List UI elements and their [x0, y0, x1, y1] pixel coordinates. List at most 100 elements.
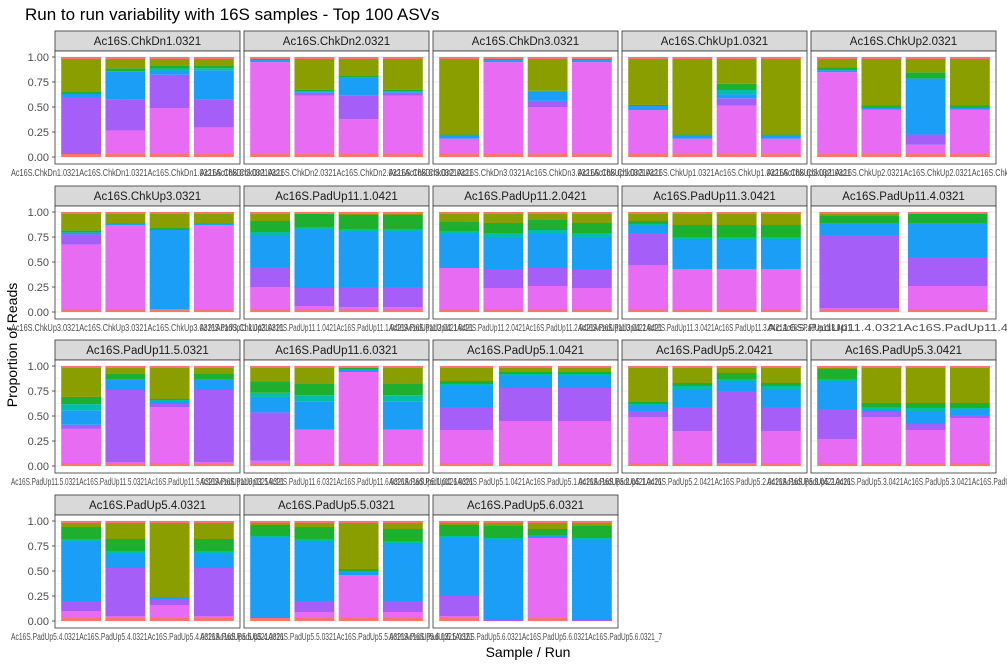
y-tick-label: 1.00 — [28, 52, 49, 64]
y-tick-label: 1.00 — [28, 361, 49, 373]
y-tick-label: 0.25 — [28, 436, 49, 448]
plot-border — [243, 205, 430, 320]
bar-segment — [382, 543, 423, 601]
bar-segment — [149, 399, 190, 400]
bar-segment — [382, 401, 423, 430]
bar-segment — [61, 366, 102, 397]
bar-segment — [498, 374, 553, 376]
bar-segment — [439, 212, 480, 222]
bar-segment — [149, 366, 190, 399]
bar-segment — [672, 225, 713, 237]
bar-segment — [760, 138, 801, 154]
bar-segment — [949, 105, 990, 108]
facet-panel: Ac16S.PadUp11.6.0321Ac16S.PadUp11.6.0321… — [200, 339, 473, 488]
bar-segment — [817, 381, 858, 409]
bar-segment — [817, 154, 858, 157]
bar-segment — [193, 463, 234, 466]
facet-strip-label: Ac16S.PadUp11.6.0321 — [275, 345, 398, 357]
bar-segment — [760, 212, 801, 225]
facet-panel: Ac16S.PadUp5.6.0321Ac16S.PadUp5.6.0321Ac… — [389, 494, 662, 643]
bar-segment — [483, 154, 524, 157]
bar-segment — [61, 618, 102, 621]
bar-segment — [193, 380, 234, 390]
bar-segment — [557, 376, 612, 388]
facet-strip-label: Ac16S.ChkUp1.0321 — [661, 36, 768, 48]
facet-panel: Ac16S.PadUp5.2.0421Ac16S.PadUp5.2.0421Ac… — [578, 339, 851, 488]
bar-segment — [483, 539, 524, 620]
bar-segment — [61, 234, 102, 245]
bar-segment — [61, 92, 102, 94]
plot-border — [54, 359, 241, 474]
bar-segment — [250, 221, 291, 232]
y-tick-label: 0.75 — [28, 386, 49, 398]
bar-segment — [672, 237, 713, 239]
bar-segment — [294, 154, 335, 157]
bar-segment — [571, 539, 612, 620]
bar-segment — [294, 214, 335, 227]
bar-segment — [250, 525, 291, 536]
bar-segment — [907, 286, 988, 309]
facet-panel: Ac16S.PadUp5.1.0421Ac16S.PadUp5.1.0421Ac… — [389, 339, 662, 488]
bar-segment — [527, 286, 568, 309]
bar-segment — [905, 72, 946, 79]
bar-segment — [193, 57, 234, 59]
bar-segment — [557, 388, 612, 421]
bar-segment — [149, 366, 190, 368]
bar-segment — [949, 57, 990, 59]
bar-segment — [294, 521, 335, 523]
bar-segment — [149, 404, 190, 407]
bar-segment — [907, 309, 988, 312]
bar-segment — [628, 221, 669, 224]
bar-segment — [861, 412, 902, 417]
bar-segment — [250, 536, 291, 537]
bar-segment — [716, 225, 757, 237]
bar-segment — [338, 372, 379, 463]
bar-segment — [439, 616, 480, 618]
y-tick-label: 0.50 — [28, 411, 49, 423]
bar-segment — [193, 154, 234, 157]
bar-segment — [294, 227, 335, 230]
y-tick-label: 0.00 — [28, 152, 49, 164]
bar-segment — [716, 83, 757, 90]
bar-segment — [760, 135, 801, 139]
bar-segment — [105, 57, 146, 59]
bar-segment — [527, 230, 568, 234]
bar-segment — [905, 366, 946, 368]
bar-segment — [149, 618, 190, 621]
bar-segment — [527, 57, 568, 59]
facet-panels: Ac16S.ChkDn1.03210.000.250.500.751.00Ac1… — [11, 30, 1007, 643]
facet-strip-label: Ac16S.ChkDn2.0321 — [283, 36, 390, 48]
facet-panel: Ac16S.PadUp11.1.0421Ac16S.PadUp11.1.0421… — [200, 185, 473, 334]
bar-segment — [250, 618, 291, 621]
bar-segment — [571, 526, 612, 538]
bar-segment — [571, 309, 612, 312]
bar-segment — [716, 373, 757, 379]
bar-segment — [527, 521, 568, 523]
bar-segment — [382, 429, 423, 463]
bar-segment — [250, 460, 291, 463]
bar-segment — [628, 104, 669, 106]
bar-segment — [294, 539, 335, 541]
bar-segment — [483, 60, 524, 63]
bar-segment — [338, 307, 379, 309]
bar-segment — [907, 257, 988, 286]
bar-segment — [483, 233, 524, 237]
facet-strip-label: Ac16S.PadUp11.5.0321 — [86, 345, 209, 357]
facet-strip-label: Ac16S.PadUp11.2.0421 — [464, 191, 587, 203]
bar-segment — [338, 119, 379, 154]
bar-segment — [61, 94, 102, 97]
bar-segment — [105, 390, 146, 462]
plot-border — [243, 50, 430, 165]
bar-segment — [571, 57, 612, 59]
bar-segment — [527, 538, 568, 618]
bar-segment — [716, 366, 757, 368]
bar-segment — [557, 421, 612, 463]
bar-segment — [61, 527, 102, 539]
facet-strip-label: Ac16S.PadUp5.3.0421 — [845, 345, 962, 357]
bar-segment — [193, 366, 234, 368]
facet-strip-label: Ac16S.PadUp5.4.0321 — [89, 500, 206, 512]
y-tick-label: 1.00 — [28, 207, 49, 219]
bar-segment — [817, 409, 858, 439]
bar-segment — [439, 222, 480, 231]
facet-strip-label: Ac16S.PadUp5.2.0421 — [656, 345, 773, 357]
